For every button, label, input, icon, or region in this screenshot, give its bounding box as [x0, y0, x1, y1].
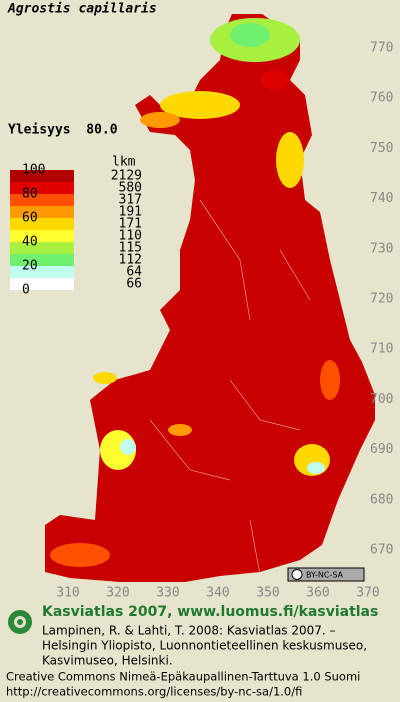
region-borders [149, 199, 311, 576]
y-coordinate-label: 680 [370, 492, 393, 507]
x-coordinate-label: 330 [156, 586, 179, 601]
legend-count: 191 [119, 205, 142, 220]
region-yellow [276, 132, 304, 188]
x-coordinate-label: 340 [206, 586, 229, 601]
logo [8, 610, 32, 634]
frequency: Yleisyys 80.0 [8, 123, 118, 138]
count-header: lkm [112, 155, 136, 170]
y-coordinate-label: 730 [370, 241, 393, 256]
citation-line: Helsingin Yliopisto, Luonnontieteellinen… [42, 639, 367, 653]
legend-count: 112 [119, 253, 142, 268]
species-title: Agrostis capillaris [7, 2, 157, 17]
legend-count: 64 [126, 265, 142, 280]
x-coordinate-label: 360 [306, 586, 329, 601]
legend-swatch [10, 230, 74, 242]
legend-count: 2129 [111, 169, 142, 184]
legend-swatch [10, 206, 74, 218]
legend-scale-label: 0 [22, 283, 30, 298]
legend-count: 171 [119, 217, 142, 232]
legend-scale-label: 40 [22, 235, 38, 250]
region-orange [50, 543, 110, 567]
legend-swatch [10, 278, 74, 290]
legend-count: 580 [119, 181, 142, 196]
map [45, 14, 375, 582]
legend-swatch [10, 170, 74, 182]
legend-scale-label: 100 [22, 163, 45, 178]
legend-count: 115 [119, 241, 142, 256]
legend-scale-label: 60 [22, 211, 38, 226]
citation-line: Lampinen, R. & Lahti, T. 2008: Kasviatla… [42, 624, 336, 638]
x-coordinate-label: 350 [256, 586, 279, 601]
legend-count: 110 [119, 229, 142, 244]
region-orange [320, 360, 340, 400]
legend-scale-label: 80 [22, 187, 38, 202]
legend-swatch [10, 218, 74, 230]
y-coordinate-label: 760 [370, 91, 393, 106]
region-yellow [93, 372, 117, 384]
legend-count: 66 [126, 277, 142, 292]
legend-swatch [10, 266, 74, 278]
region-cyan [120, 439, 136, 455]
region-orange [140, 112, 180, 128]
region-red [261, 70, 289, 90]
legend-swatch [10, 194, 74, 206]
y-coordinate-label: 690 [370, 442, 393, 457]
y-coordinate-label: 750 [370, 141, 393, 156]
legend-count: 317 [119, 193, 142, 208]
region-green [230, 23, 270, 47]
license-badge: BY-NC-SA [287, 567, 365, 582]
region-cyan [307, 462, 325, 474]
citation-line: Kasvimuseo, Helsinki. [42, 654, 173, 668]
legend-scale-label: 20 [22, 259, 38, 274]
legend-swatch [10, 182, 74, 194]
badge-text: BY-NC-SA [306, 571, 344, 580]
x-coordinate-label: 370 [356, 586, 379, 601]
license-line: http://creativecommons.org/licenses/by-n… [6, 685, 302, 699]
y-coordinate-label: 670 [370, 543, 393, 558]
legend-swatch [10, 242, 74, 254]
logo-dot [17, 619, 23, 625]
badge-box [287, 567, 365, 582]
x-coordinate-label: 320 [106, 586, 129, 601]
footer-heading: Kasviatlas 2007, www.luomus.fi/kasviatla… [42, 604, 378, 620]
region-yellow [160, 91, 240, 119]
legend-swatch [10, 254, 74, 266]
cc-icon [291, 569, 303, 580]
y-coordinate-label: 740 [370, 191, 393, 206]
x-coordinate-label: 310 [56, 586, 79, 601]
region-orange [168, 424, 192, 436]
y-coordinate-label: 700 [370, 392, 393, 407]
y-coordinate-label: 770 [370, 41, 393, 56]
y-coordinate-label: 720 [370, 292, 393, 307]
license-line: Creative Commons Nimeä-Epäkaupallinen-Ta… [6, 670, 360, 684]
y-coordinate-label: 710 [370, 342, 393, 357]
